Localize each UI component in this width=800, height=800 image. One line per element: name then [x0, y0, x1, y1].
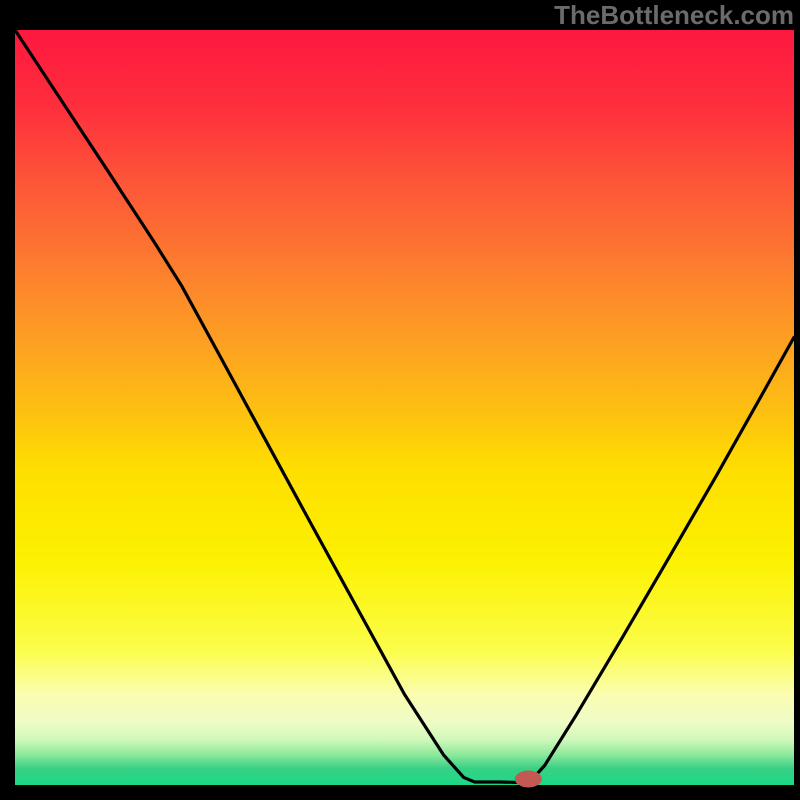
plot-background: [15, 30, 794, 785]
chart-frame: TheBottleneck.com: [0, 0, 800, 800]
bottleneck-chart: [0, 0, 800, 800]
optimal-point-marker: [515, 771, 541, 787]
watermark-text: TheBottleneck.com: [554, 0, 794, 31]
